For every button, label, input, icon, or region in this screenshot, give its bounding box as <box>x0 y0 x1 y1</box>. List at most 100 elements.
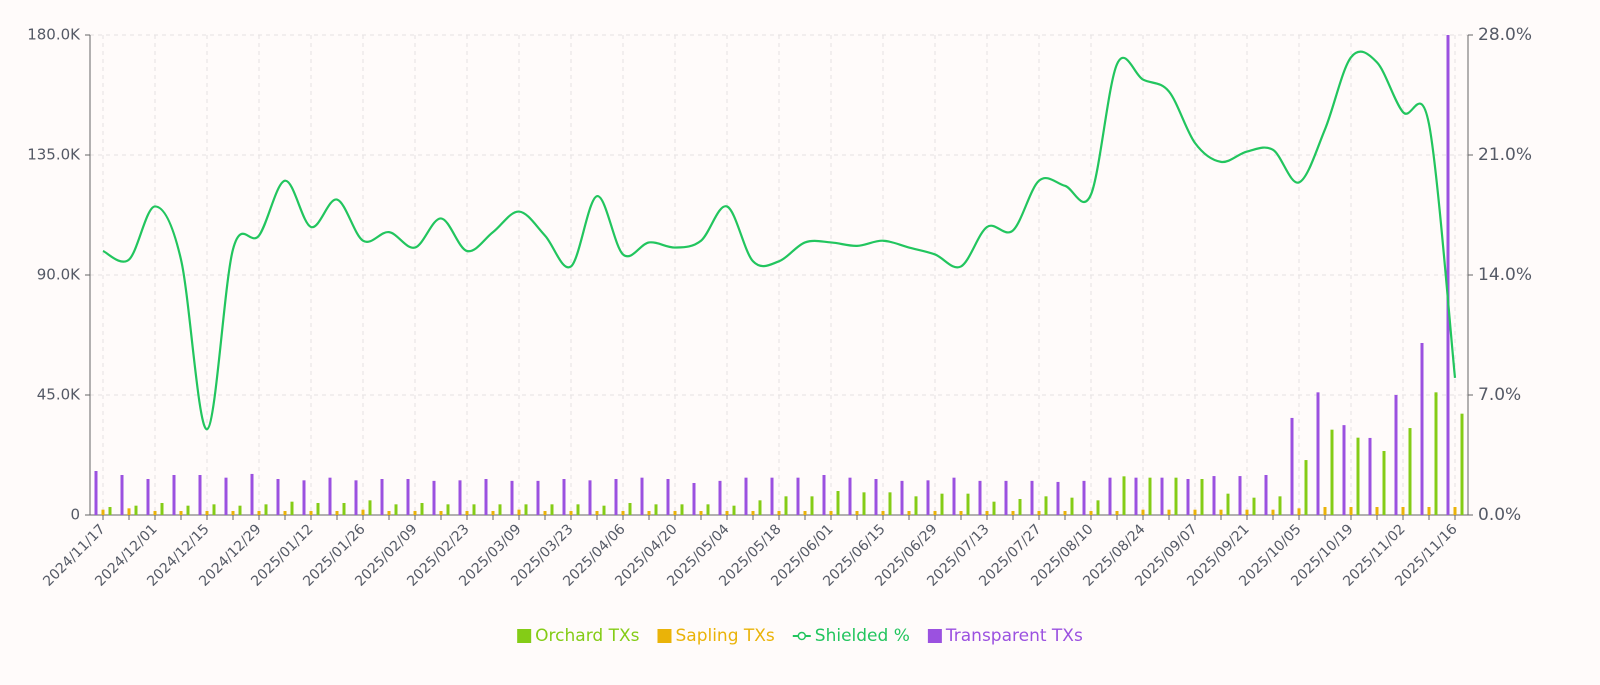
bar <box>354 480 358 515</box>
bar <box>394 504 398 515</box>
bar <box>146 479 150 515</box>
y2-tick-label: 14.0% <box>1478 265 1532 285</box>
bar <box>94 471 98 515</box>
bar <box>543 511 547 515</box>
bar <box>1427 507 1431 515</box>
bar <box>1174 477 1178 515</box>
bar <box>1238 476 1242 515</box>
bar <box>1323 507 1327 515</box>
bar <box>855 511 859 515</box>
bar <box>576 504 580 515</box>
bar <box>361 509 365 515</box>
bar <box>1226 493 1230 515</box>
bar <box>640 477 644 515</box>
y-tick-label: 135.0K <box>27 146 81 164</box>
bar <box>940 493 944 515</box>
bar <box>550 504 554 515</box>
bar <box>446 504 450 515</box>
bar <box>926 480 930 515</box>
y-tick-label: 0 <box>70 506 80 524</box>
y-tick-label: 180.0K <box>27 26 81 44</box>
bar <box>1356 437 1360 515</box>
bar <box>978 480 982 515</box>
bar <box>250 473 254 515</box>
legend-label: Sapling TXs <box>675 626 774 646</box>
bar <box>595 511 599 515</box>
bar <box>1160 477 1164 515</box>
bar <box>432 480 436 515</box>
bar <box>536 480 540 515</box>
bar <box>472 504 476 515</box>
bar <box>1408 428 1412 515</box>
bar <box>1271 509 1275 515</box>
bar <box>699 511 703 515</box>
bar <box>1375 507 1379 515</box>
legend-item: Transparent TXs <box>927 626 1083 646</box>
bar <box>1297 508 1301 515</box>
bar <box>406 479 410 515</box>
bar <box>1070 497 1074 515</box>
bar <box>1342 425 1346 515</box>
bar <box>309 511 313 515</box>
bar <box>205 511 209 515</box>
bar <box>1134 477 1138 515</box>
bar <box>647 511 651 515</box>
bar <box>302 480 306 515</box>
bar <box>276 479 280 515</box>
bar <box>1044 496 1048 515</box>
bar <box>1193 509 1197 515</box>
bar <box>224 477 228 515</box>
bar <box>1056 481 1060 515</box>
bar <box>1122 476 1126 515</box>
bar <box>1349 507 1353 515</box>
bar <box>484 479 488 515</box>
bar <box>706 504 710 515</box>
bar <box>120 475 124 515</box>
bar <box>914 496 918 515</box>
bar <box>1394 395 1398 515</box>
bar <box>1401 507 1405 515</box>
bar <box>718 480 722 515</box>
bar <box>368 500 372 515</box>
bar <box>1167 509 1171 515</box>
legend-item: Shielded % <box>792 626 910 646</box>
y2-tick-label: 28.0% <box>1478 25 1532 45</box>
bar <box>848 477 852 515</box>
bar <box>654 504 658 515</box>
legend: Orchard TXs Sapling TXs Shielded % Transpar… <box>517 626 1083 646</box>
bar <box>1037 511 1041 515</box>
y2-tick-label: 0.0% <box>1478 505 1521 525</box>
bar <box>335 511 339 515</box>
bar <box>1115 511 1119 515</box>
bar <box>198 475 202 515</box>
y2-tick-label: 7.0% <box>1478 385 1521 405</box>
bar <box>1264 475 1268 515</box>
bar <box>569 511 573 515</box>
bar <box>1089 511 1093 515</box>
bar <box>1212 476 1216 515</box>
bar <box>160 503 164 515</box>
bar <box>1219 509 1223 515</box>
bar <box>283 511 287 515</box>
bar <box>621 511 625 515</box>
legend-item: Orchard TXs <box>517 626 640 646</box>
bar <box>888 492 892 515</box>
bar <box>1245 509 1249 515</box>
legend-swatch <box>797 631 807 641</box>
bar <box>992 501 996 515</box>
y-tick-label: 90.0K <box>37 266 81 284</box>
bar <box>231 511 235 515</box>
legend-item: Sapling TXs <box>657 626 775 646</box>
bar <box>602 505 606 515</box>
bar <box>862 492 866 515</box>
bar <box>420 503 424 515</box>
bar <box>680 504 684 515</box>
bar <box>1148 477 1152 515</box>
bar <box>588 480 592 515</box>
y2-tick-label: 21.0% <box>1478 145 1532 165</box>
bar <box>666 479 670 515</box>
bar <box>380 479 384 515</box>
y-tick-label: 45.0K <box>37 386 81 404</box>
bar <box>517 509 521 515</box>
